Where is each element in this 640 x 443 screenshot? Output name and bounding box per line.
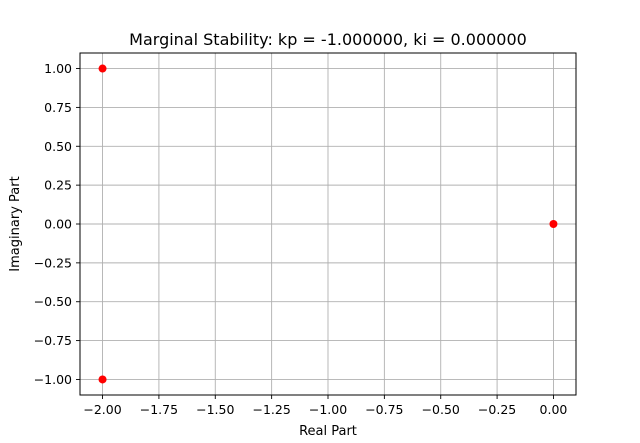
- x-axis-label: Real Part: [299, 424, 357, 439]
- x-tick-label: −1.75: [140, 402, 178, 417]
- y-tick-label: −0.50: [34, 294, 72, 309]
- scatter-point: [549, 220, 558, 228]
- y-tick-label: 0.25: [44, 178, 72, 193]
- x-tick-label: −1.25: [252, 402, 290, 417]
- x-tick-label: −0.25: [478, 402, 516, 417]
- y-tick-label: −1.00: [34, 372, 72, 387]
- x-tick-label: −0.50: [422, 402, 460, 417]
- plot-frame: [79, 52, 577, 396]
- scatter-point: [98, 64, 107, 73]
- y-tick-label: 0.75: [44, 100, 72, 115]
- x-tick-label: −1.00: [309, 402, 347, 417]
- scatter-point: [98, 375, 107, 384]
- y-tick-label: −0.25: [34, 255, 72, 270]
- x-tick-label: −1.50: [196, 402, 234, 417]
- y-tick-label: −0.75: [34, 333, 72, 348]
- y-axis-label: Imaginary Part: [8, 176, 23, 271]
- axis-ticks: −2.00 −1.75 −1.50 −1.25 −1.00 −0.75 −0.50 −0.25…: [34, 61, 568, 417]
- y-tick-label: 0.50: [44, 139, 72, 154]
- chart-title: Marginal Stability: kp = -1.000000, ki =…: [129, 30, 527, 49]
- data-points: [98, 64, 558, 384]
- x-tick-label: −2.00: [83, 402, 121, 417]
- grid: [80, 53, 576, 395]
- y-tick-label: 1.00: [44, 61, 72, 76]
- y-tick-label: 0.00: [44, 217, 72, 232]
- x-tick-label: 0.00: [540, 402, 568, 417]
- x-tick-label: −0.75: [365, 402, 403, 417]
